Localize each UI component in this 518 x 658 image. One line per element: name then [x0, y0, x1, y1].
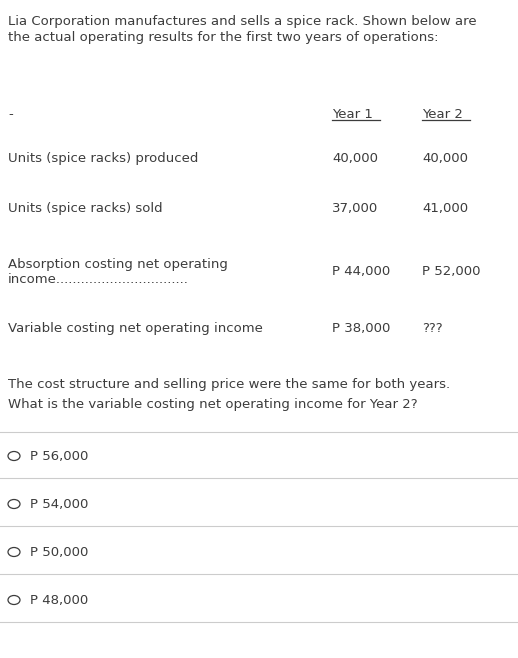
Text: 40,000: 40,000 [422, 152, 468, 165]
Text: P 54,000: P 54,000 [30, 498, 89, 511]
Text: the actual operating results for the first two years of operations:: the actual operating results for the fir… [8, 31, 439, 44]
Text: Lia Corporation manufactures and sells a spice rack. Shown below are: Lia Corporation manufactures and sells a… [8, 15, 477, 28]
Text: P 38,000: P 38,000 [332, 322, 391, 335]
Text: P 50,000: P 50,000 [30, 546, 89, 559]
Text: P 52,000: P 52,000 [422, 265, 481, 278]
Text: The cost structure and selling price were the same for both years.: The cost structure and selling price wer… [8, 378, 450, 391]
Text: 40,000: 40,000 [332, 152, 378, 165]
Text: 37,000: 37,000 [332, 202, 378, 215]
Text: Units (spice racks) sold: Units (spice racks) sold [8, 202, 163, 215]
Text: P 56,000: P 56,000 [30, 450, 89, 463]
Text: -: - [8, 108, 13, 121]
Text: Year 1: Year 1 [332, 108, 373, 121]
Text: Variable costing net operating income: Variable costing net operating income [8, 322, 263, 335]
Text: P 44,000: P 44,000 [332, 265, 390, 278]
Text: Units (spice racks) produced: Units (spice racks) produced [8, 152, 198, 165]
Text: ???: ??? [422, 322, 442, 335]
Text: Year 2: Year 2 [422, 108, 463, 121]
Text: What is the variable costing net operating income for Year 2?: What is the variable costing net operati… [8, 398, 418, 411]
Text: income................................: income................................ [8, 273, 189, 286]
Text: 41,000: 41,000 [422, 202, 468, 215]
Text: P 48,000: P 48,000 [30, 594, 88, 607]
Text: Absorption costing net operating: Absorption costing net operating [8, 258, 228, 271]
